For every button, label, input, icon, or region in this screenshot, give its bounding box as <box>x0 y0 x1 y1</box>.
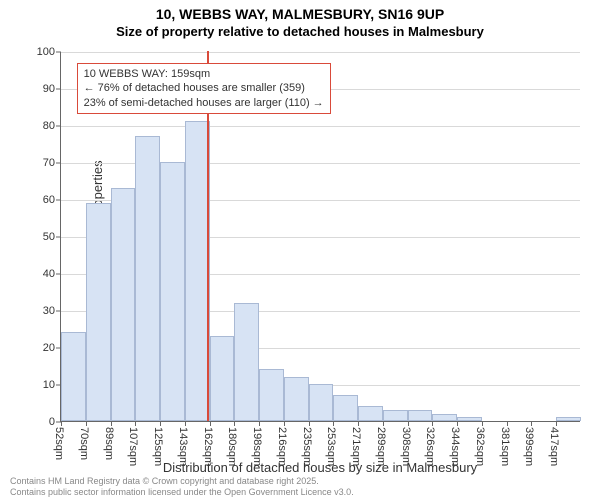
y-tick-label: 90 <box>43 83 61 95</box>
x-tick <box>234 421 235 426</box>
annotation-line: 10 WEBBS WAY: 159sqm <box>84 67 324 81</box>
x-tick <box>333 421 334 426</box>
title-block: 10, WEBBS WAY, MALMESBURY, SN16 9UP Size… <box>0 6 600 39</box>
x-tick <box>507 421 508 426</box>
y-tick-label: 50 <box>43 231 61 243</box>
x-tick <box>383 421 384 426</box>
chart-subtitle: Size of property relative to detached ho… <box>0 24 600 39</box>
gridline <box>61 52 580 53</box>
x-tick <box>358 421 359 426</box>
x-tick <box>531 421 532 426</box>
annotation-box: 10 WEBBS WAY: 159sqm← 76% of detached ho… <box>77 63 331 114</box>
x-tick <box>284 421 285 426</box>
y-tick-label: 30 <box>43 305 61 317</box>
histogram-bar <box>383 410 408 421</box>
x-tick <box>111 421 112 426</box>
histogram-bar <box>259 369 284 421</box>
x-tick <box>61 421 62 426</box>
y-tick-label: 70 <box>43 157 61 169</box>
chart-title: 10, WEBBS WAY, MALMESBURY, SN16 9UP <box>0 6 600 22</box>
x-tick <box>556 421 557 426</box>
histogram-bar <box>135 136 160 421</box>
y-tick-label: 80 <box>43 120 61 132</box>
x-tick <box>482 421 483 426</box>
histogram-bar <box>86 203 111 421</box>
annotation-line: 23% of semi-detached houses are larger (… <box>84 96 324 110</box>
x-tick-label: 52sqm <box>53 427 65 460</box>
y-tick-label: 20 <box>43 342 61 354</box>
footer-line: Contains HM Land Registry data © Crown c… <box>10 476 354 487</box>
footer-attribution: Contains HM Land Registry data © Crown c… <box>10 476 354 498</box>
histogram-bar <box>432 414 457 421</box>
x-tick <box>457 421 458 426</box>
histogram-bar <box>160 162 185 421</box>
x-tick <box>135 421 136 426</box>
histogram-bar <box>234 303 259 421</box>
histogram-bar <box>333 395 358 421</box>
footer-line: Contains public sector information licen… <box>10 487 354 498</box>
histogram-bar <box>284 377 309 421</box>
y-tick-label: 10 <box>43 379 61 391</box>
chart-container: 10, WEBBS WAY, MALMESBURY, SN16 9UP Size… <box>0 0 600 500</box>
x-tick <box>210 421 211 426</box>
histogram-bar <box>309 384 334 421</box>
x-axis-label: Distribution of detached houses by size … <box>60 460 580 475</box>
histogram-bar <box>111 188 136 421</box>
histogram-bar <box>556 417 581 421</box>
histogram-bar <box>408 410 433 421</box>
histogram-bar <box>210 336 235 421</box>
y-tick-label: 60 <box>43 194 61 206</box>
histogram-bar <box>61 332 86 421</box>
histogram-bar <box>457 417 482 421</box>
x-tick-label: 70sqm <box>78 427 90 460</box>
y-tick-label: 40 <box>43 268 61 280</box>
plot-area: 010203040506070809010052sqm70sqm89sqm107… <box>60 52 580 422</box>
x-tick <box>432 421 433 426</box>
x-tick <box>259 421 260 426</box>
y-tick-label: 100 <box>37 46 61 58</box>
annotation-line: ← 76% of detached houses are smaller (35… <box>84 81 324 95</box>
x-tick <box>160 421 161 426</box>
x-tick <box>86 421 87 426</box>
x-tick <box>185 421 186 426</box>
gridline <box>61 126 580 127</box>
x-tick <box>309 421 310 426</box>
x-tick <box>408 421 409 426</box>
histogram-bar <box>358 406 383 421</box>
histogram-bar <box>185 121 210 421</box>
x-tick-label: 89sqm <box>103 427 115 460</box>
